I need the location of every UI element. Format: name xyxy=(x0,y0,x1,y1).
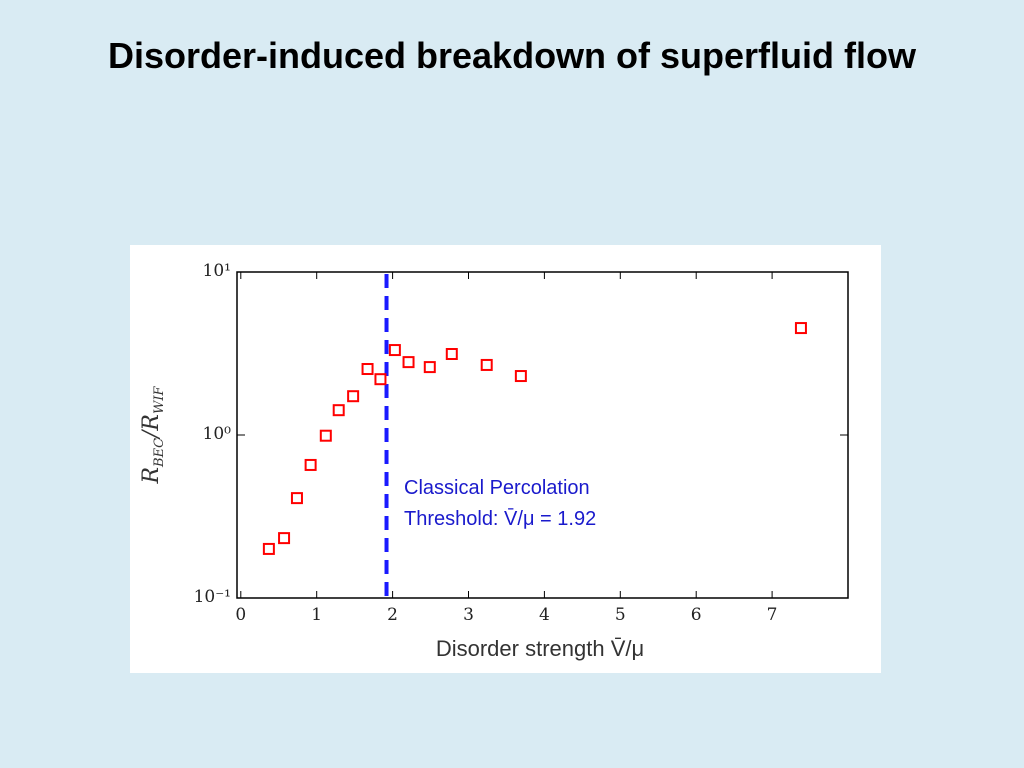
threshold-annotation: Classical Percolation xyxy=(404,477,590,499)
data-point xyxy=(262,542,275,555)
data-point xyxy=(361,363,374,376)
data-point xyxy=(514,370,527,383)
x-tick-label: 0 xyxy=(235,605,246,625)
y-tick-label: 10⁻¹ xyxy=(194,587,231,607)
data-point xyxy=(480,358,493,371)
data-point xyxy=(388,344,401,357)
x-tick-label: 7 xyxy=(767,605,778,625)
data-point xyxy=(319,429,332,442)
y-axis-label-part: BEC xyxy=(152,438,167,468)
data-point xyxy=(445,348,458,361)
x-tick-label: 6 xyxy=(691,605,702,625)
data-point xyxy=(374,373,387,386)
y-axis-label-part: R xyxy=(139,414,164,432)
data-point xyxy=(402,356,415,369)
data-point xyxy=(423,361,436,374)
x-axis-label: Disorder strength V̄/μ xyxy=(436,636,644,661)
x-tick-label: 3 xyxy=(463,605,474,625)
data-point xyxy=(347,390,360,403)
x-tick-label: 5 xyxy=(615,605,626,625)
y-axis-label: RBEC/RWIF xyxy=(139,385,167,484)
y-tick-label: 10¹ xyxy=(203,261,231,281)
x-tick-label: 1 xyxy=(311,605,322,625)
y-axis-label-part: R xyxy=(139,467,164,485)
data-point xyxy=(332,404,345,417)
data-point xyxy=(290,492,303,505)
y-tick-label: 10⁰ xyxy=(203,424,232,444)
chart-panel xyxy=(130,245,881,673)
data-point xyxy=(304,458,317,471)
y-axis-label-part: / xyxy=(139,428,164,440)
x-tick-label: 2 xyxy=(387,605,398,625)
data-point xyxy=(794,322,807,335)
slide-title: Disorder-induced breakdown of superfluid… xyxy=(108,35,917,76)
data-point xyxy=(278,532,291,545)
x-tick-label: 4 xyxy=(539,605,550,625)
threshold-annotation: Threshold: V̄/μ = 1.92 xyxy=(404,507,596,530)
y-axis-label-part: WIF xyxy=(152,385,167,413)
